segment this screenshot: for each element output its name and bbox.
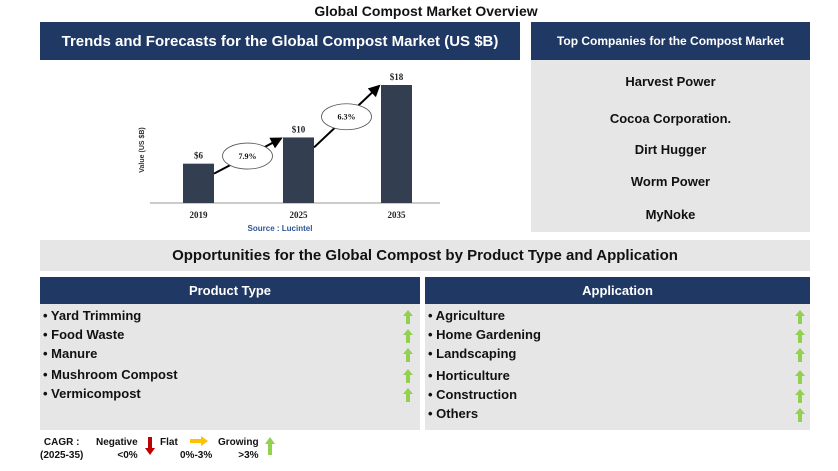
cagr-label: 7.9% xyxy=(239,152,257,161)
application-header: Application xyxy=(425,277,810,304)
product-type-list: • Yard Trimming • Food Waste • Manure • Mus… xyxy=(40,304,420,430)
legend-growing-range: >3% xyxy=(238,450,259,461)
companies-header: Top Companies for the Compost Market xyxy=(531,22,810,60)
list-item: • Manure xyxy=(43,346,98,361)
x-tick-label: 2035 xyxy=(388,210,407,220)
list-item: • Yard Trimming xyxy=(43,308,142,323)
legend-negative-label: Negative xyxy=(96,437,138,448)
list-item: • Construction xyxy=(428,387,518,402)
bar-value-label: $10 xyxy=(292,124,306,134)
company-item: Harvest Power xyxy=(625,74,716,89)
legend-flat-label: Flat xyxy=(160,437,178,448)
bar-chart: Value (US $B) $6 2019 $10 2025 $18 2035 7.9% 6.… xyxy=(139,72,440,233)
growing-arrow-icon xyxy=(403,329,413,343)
application-list: • Agriculture • Home Gardening • Landscapi… xyxy=(425,304,810,430)
bar-value-label: $18 xyxy=(390,72,404,82)
cagr-label: 6.3% xyxy=(338,113,356,122)
company-item: Worm Power xyxy=(630,174,711,189)
growing-arrow-icon xyxy=(403,310,413,324)
source-label: Source : Lucintel xyxy=(248,224,313,233)
bar xyxy=(283,137,314,203)
legend-negative-range: <0% xyxy=(117,450,138,461)
bar-value-label: $6 xyxy=(194,151,204,161)
company-item: Dirt Hugger xyxy=(634,142,707,157)
list-item: • Agriculture xyxy=(428,308,506,323)
page-title: Global Compost Market Overview xyxy=(314,3,538,19)
list-item: • Home Gardening xyxy=(428,327,541,342)
list-item: • Vermicompost xyxy=(43,386,141,401)
down-arrow-icon xyxy=(145,437,155,455)
company-item: MyNoke xyxy=(645,207,696,222)
list-item: • Others xyxy=(428,406,479,421)
list-item: • Landscaping xyxy=(428,346,517,361)
legend-growing: Growing >3% xyxy=(218,436,259,462)
y-axis-label: Value (US $B) xyxy=(139,127,146,173)
legend-growing-label: Growing xyxy=(218,437,259,448)
growing-arrow-icon xyxy=(795,329,805,343)
company-item: Cocoa Corporation. xyxy=(609,111,732,126)
legend-cagr-label: CAGR : xyxy=(43,437,80,448)
bar xyxy=(183,163,214,203)
growing-arrow-icon xyxy=(795,408,805,422)
bar xyxy=(381,85,412,203)
up-arrow-icon xyxy=(265,437,275,455)
growing-arrow-icon xyxy=(795,370,805,384)
chart-header: Trends and Forecasts for the Global Comp… xyxy=(40,22,520,60)
product-type-header: Product Type xyxy=(40,277,420,304)
growing-arrow-icon xyxy=(403,348,413,362)
list-item: • Horticulture xyxy=(428,368,510,383)
x-tick-label: 2019 xyxy=(190,210,209,220)
legend-flat: Flat 0%-3% xyxy=(160,436,212,462)
growing-arrow-icon xyxy=(795,348,805,362)
right-arrow-icon xyxy=(190,436,208,446)
growing-arrow-icon xyxy=(795,389,805,403)
growing-arrow-icon xyxy=(403,388,413,402)
legend-negative: Negative <0% xyxy=(96,436,138,462)
opportunities-header: Opportunities for the Global Compost by … xyxy=(40,240,810,271)
legend-period: (2025-35) xyxy=(40,450,84,461)
legend-cagr: CAGR : (2025-35) xyxy=(40,436,83,462)
legend-flat-range: 0%-3% xyxy=(180,450,213,461)
list-item: • Mushroom Compost xyxy=(43,367,178,382)
cagr-bubble xyxy=(321,103,372,131)
growing-arrow-icon xyxy=(795,310,805,324)
list-item: • Food Waste xyxy=(43,327,125,342)
companies-list: Harvest Power Cocoa Corporation. Dirt Hu… xyxy=(531,60,810,232)
growing-arrow-icon xyxy=(403,369,413,383)
cagr-bubble xyxy=(222,142,273,170)
x-tick-label: 2025 xyxy=(290,210,309,220)
